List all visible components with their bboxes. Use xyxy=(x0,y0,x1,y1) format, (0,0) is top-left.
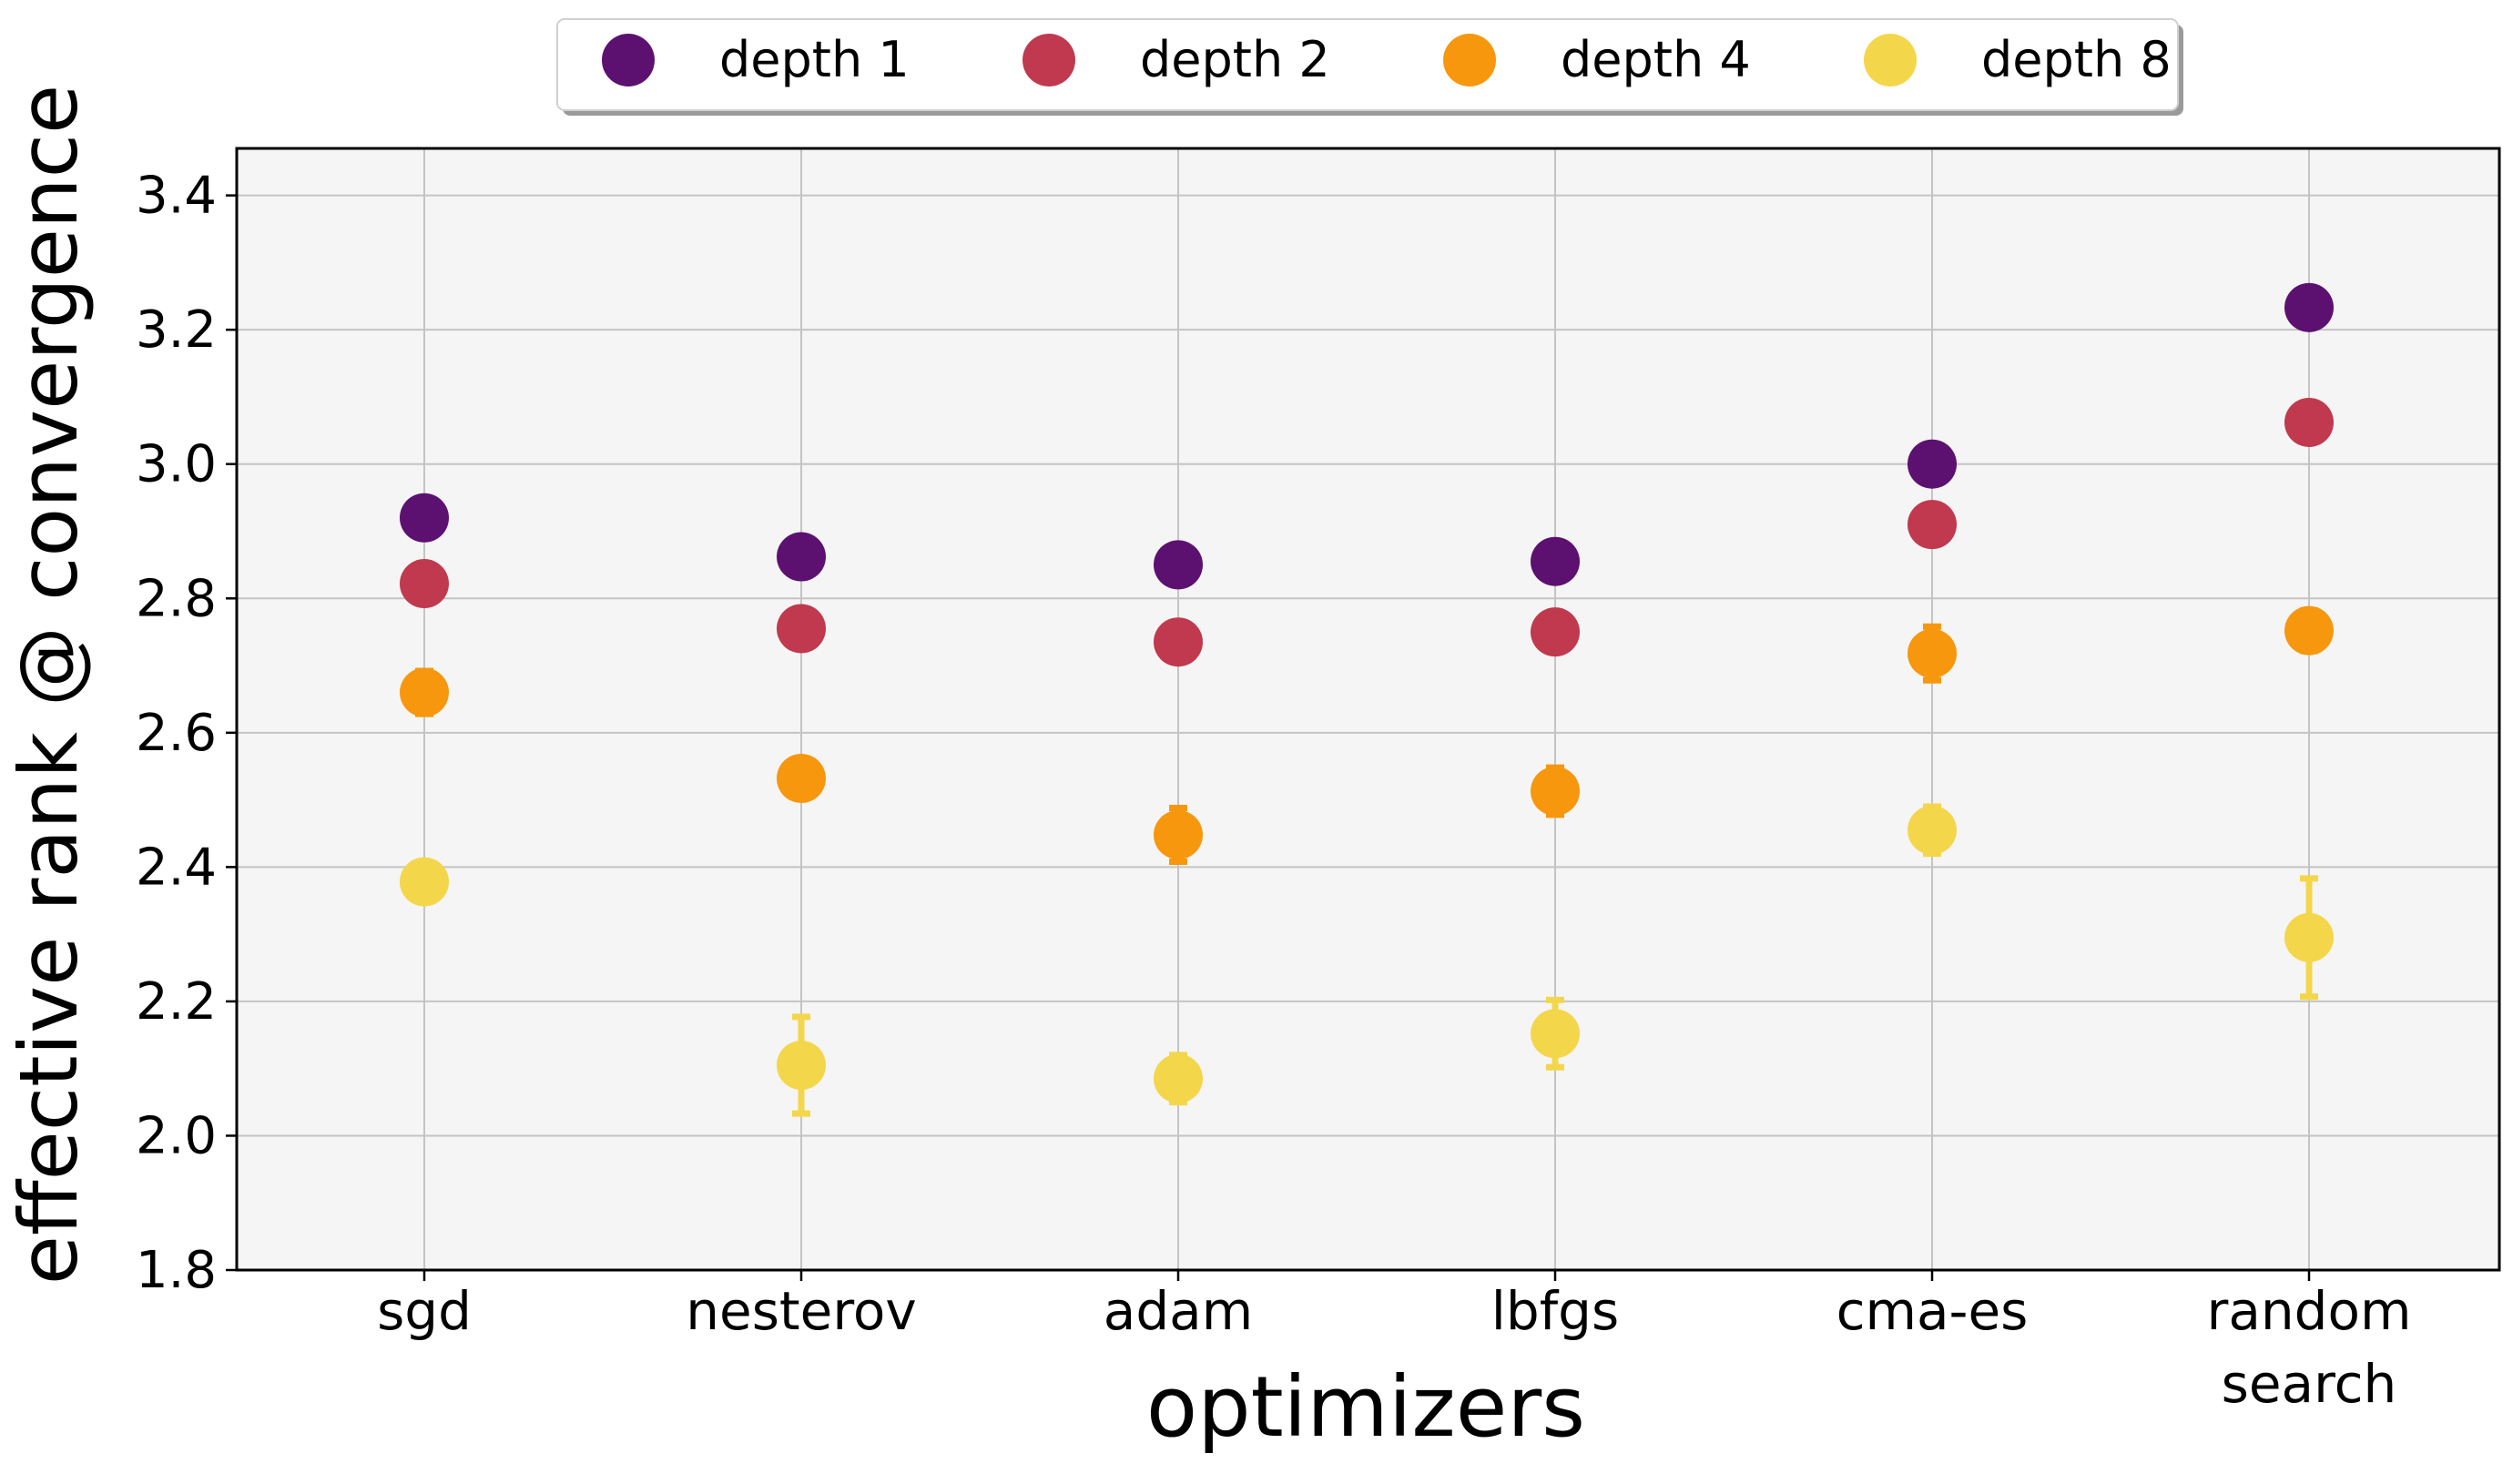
data-point-0-0 xyxy=(400,493,449,543)
data-point-2-0 xyxy=(400,667,449,717)
x-tick-label-1: nesterov xyxy=(686,1280,916,1342)
data-point-2-2 xyxy=(1154,809,1203,859)
y-tick-label-2: 2.2 xyxy=(136,972,217,1032)
y-tick-label-7: 3.2 xyxy=(136,300,217,360)
axes-frame xyxy=(235,147,2501,1272)
legend-label-1: depth 2 xyxy=(1140,31,1330,88)
y-tick-label-4: 2.6 xyxy=(136,704,217,763)
y-tick-label-6: 3.0 xyxy=(136,435,217,494)
legend: depth 1 depth 2 depth 4 depth 8 xyxy=(556,18,2183,116)
legend-box xyxy=(556,18,2179,111)
legend-marker-3 xyxy=(1864,34,1917,86)
data-point-1-0 xyxy=(400,559,449,609)
x-tick-label-2: adam xyxy=(1104,1280,1253,1342)
x-tick-label-0: sgd xyxy=(377,1280,472,1342)
y-tick-label-1: 2.0 xyxy=(136,1106,217,1165)
data-point-2-3 xyxy=(1531,767,1580,817)
legend-marker-2 xyxy=(1443,34,1496,86)
data-point-0-1 xyxy=(777,532,826,582)
plot-area xyxy=(237,148,2499,1270)
data-point-2-4 xyxy=(1908,628,1957,678)
data-point-3-2 xyxy=(1154,1053,1203,1103)
data-point-1-5 xyxy=(2284,397,2334,447)
x-tick-label-3: lbfgs xyxy=(1491,1280,1619,1342)
data-point-3-0 xyxy=(400,857,449,907)
x-tick-label-5: random search xyxy=(2207,1280,2412,1415)
y-axis-title: effective rank @ convergence xyxy=(2,85,96,1285)
data-point-0-4 xyxy=(1908,439,1957,489)
data-point-1-2 xyxy=(1154,617,1203,667)
y-tick-label-0: 1.8 xyxy=(136,1241,217,1300)
data-point-0-5 xyxy=(2284,282,2334,332)
data-point-3-4 xyxy=(1908,805,1957,855)
data-point-0-2 xyxy=(1154,540,1203,590)
data-point-3-3 xyxy=(1531,1009,1580,1059)
data-point-1-3 xyxy=(1531,607,1580,657)
x-tick-label-4: cma-es xyxy=(1836,1280,2029,1342)
legend-label-3: depth 8 xyxy=(1981,31,2172,88)
y-tick-label-5: 2.8 xyxy=(136,569,217,628)
legend-marker-0 xyxy=(602,34,655,86)
legend-marker-1 xyxy=(1022,34,1075,86)
data-point-1-1 xyxy=(777,604,826,654)
data-point-3-5 xyxy=(2284,912,2334,962)
data-point-3-1 xyxy=(777,1040,826,1090)
y-tick-label-3: 2.4 xyxy=(136,838,217,897)
x-axis-title: optimizers xyxy=(1146,1358,1585,1456)
legend-label-2: depth 4 xyxy=(1561,31,1751,88)
data-point-0-3 xyxy=(1531,536,1580,586)
legend-label-0: depth 1 xyxy=(719,31,910,88)
data-point-1-4 xyxy=(1908,500,1957,550)
data-point-2-5 xyxy=(2284,605,2334,656)
data-point-2-1 xyxy=(777,753,826,803)
y-tick-label-8: 3.4 xyxy=(136,167,217,226)
